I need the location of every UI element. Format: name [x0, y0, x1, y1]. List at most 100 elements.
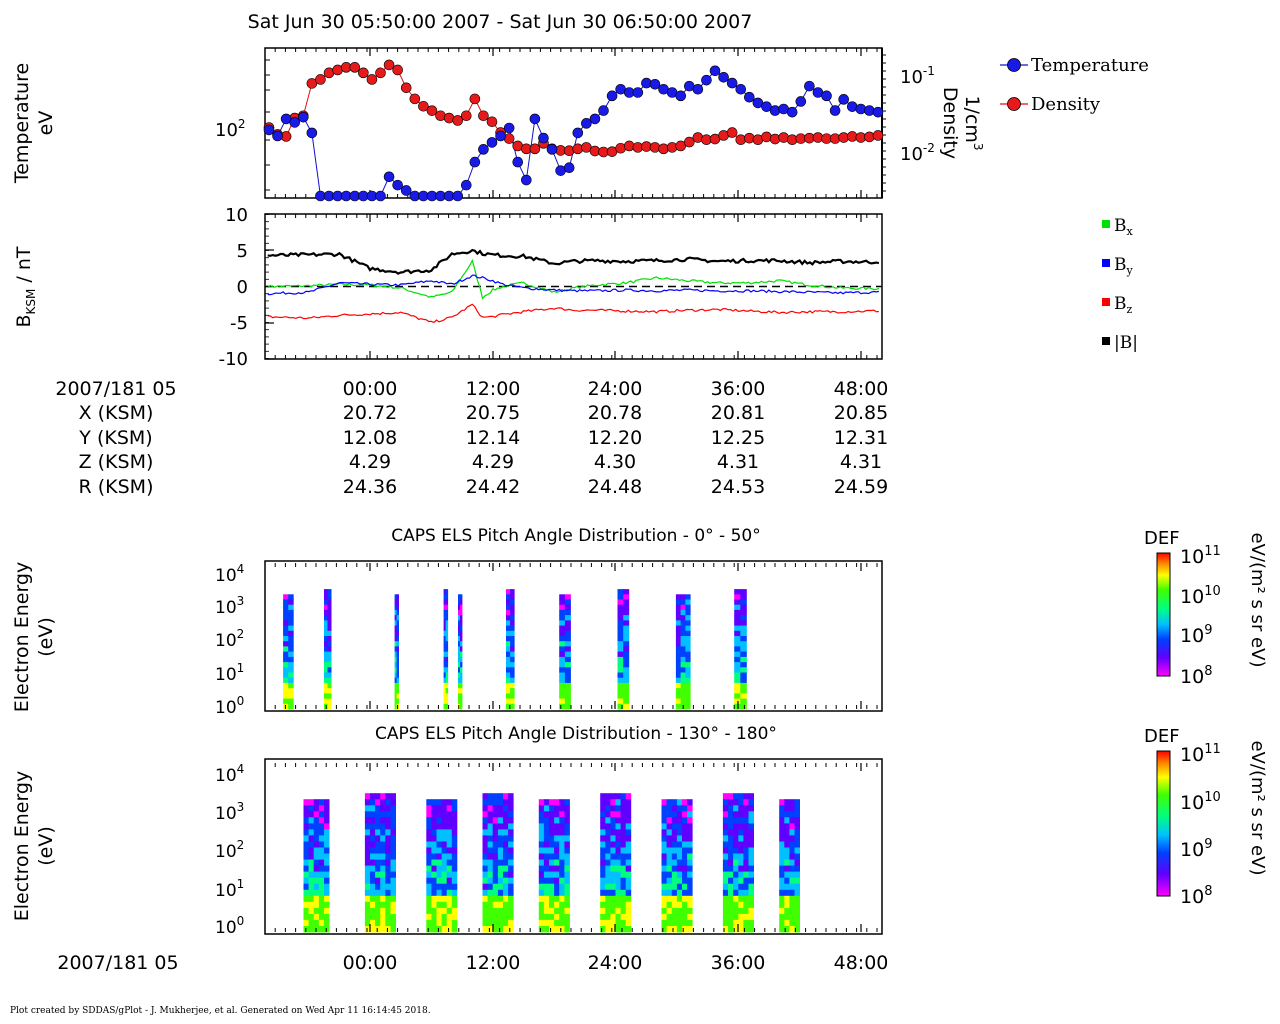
spec-cell	[564, 889, 570, 897]
spec-cell	[722, 919, 729, 927]
spec-cell	[441, 859, 448, 866]
spec-cell	[685, 651, 691, 658]
spec-cell	[728, 871, 734, 878]
spec-cell	[327, 636, 332, 642]
temperature-point	[632, 87, 644, 98]
spec-cell	[680, 630, 686, 637]
spec-cell	[426, 865, 432, 872]
spec-cell	[510, 599, 515, 606]
spec-cell	[738, 805, 744, 812]
spec-cell	[554, 823, 560, 830]
series-by	[267, 274, 880, 296]
spec-cell	[283, 630, 289, 637]
spec-cell	[327, 594, 332, 600]
legend-by: By	[1102, 255, 1134, 277]
spec-cell	[375, 865, 381, 872]
spec-cell	[554, 811, 560, 818]
spec-cell	[625, 889, 632, 897]
spec-cell	[543, 883, 550, 891]
spec-cell	[625, 811, 632, 818]
spec-cell	[549, 847, 555, 854]
exp: 0	[237, 914, 245, 928]
spec-cell	[564, 662, 571, 668]
spec-cell	[620, 829, 627, 836]
spec-cell	[313, 907, 320, 915]
spec-cell	[364, 841, 371, 848]
legend-bx-swatch	[1102, 220, 1110, 228]
spec-cell	[460, 615, 463, 621]
spec-cell	[375, 926, 381, 933]
spec-cell	[554, 889, 560, 897]
temperature-point	[864, 105, 875, 116]
spec-cell	[443, 667, 446, 673]
exp: 3	[237, 800, 245, 814]
spec-cell	[620, 883, 627, 891]
spec-cell	[600, 926, 606, 933]
spec-cell	[610, 859, 616, 866]
spec-cell	[685, 677, 691, 684]
spec-cell	[559, 919, 565, 927]
spec-cell	[441, 823, 448, 830]
spec-cell	[676, 799, 683, 806]
spec-cell	[492, 907, 499, 915]
spec-cell	[564, 667, 571, 673]
spec-cell	[503, 859, 509, 866]
spec-cell	[441, 913, 448, 921]
spec-cell	[733, 907, 739, 915]
spec-cell	[625, 883, 632, 891]
spec-cell	[283, 667, 289, 673]
bottom-tick-2: 24:00	[588, 952, 643, 974]
spec-cell	[390, 811, 396, 818]
spec-cell	[779, 883, 785, 891]
spec-cell	[722, 883, 729, 891]
temperature-point	[460, 179, 472, 191]
spec-cell	[506, 636, 511, 642]
spec-cell	[441, 841, 448, 848]
bfield-axis-label: BKSM / nT	[13, 246, 38, 327]
spec1-ticks	[264, 563, 878, 709]
legend-bx-sub: x	[1127, 225, 1134, 238]
spec-cell	[308, 907, 315, 915]
spec-cell	[380, 895, 386, 903]
spec-cell	[380, 907, 386, 915]
spec1-ytick-1e0: 100	[215, 694, 244, 718]
spec-cell	[617, 672, 624, 679]
spec-cell	[748, 919, 754, 927]
spec-cell	[671, 805, 678, 812]
spec-cell	[728, 805, 734, 812]
spec-cell	[738, 823, 744, 830]
bottom-axis-label: 2007/181 05	[57, 952, 178, 974]
spec-cell	[503, 926, 509, 933]
spec-cell	[740, 615, 747, 621]
spec-cell	[666, 823, 673, 830]
spec-cell	[682, 895, 688, 903]
spec-cell	[794, 919, 800, 927]
density-point	[469, 93, 481, 105]
density-point	[426, 105, 438, 116]
spec1-ytick-labels: 104 103 102 101 100	[215, 562, 244, 718]
spec-cell	[385, 926, 391, 933]
spec-cell	[364, 859, 371, 866]
spec-cell	[364, 823, 371, 830]
spec-cell	[390, 865, 396, 872]
spec-cell	[687, 883, 693, 891]
spec-cell	[687, 823, 693, 830]
density-point	[872, 130, 884, 141]
temperature-point	[383, 171, 395, 183]
spec-cell	[487, 895, 494, 903]
spec-cell	[482, 901, 488, 909]
spec-cell	[625, 859, 632, 866]
spec-cell	[445, 703, 449, 710]
density-unit-base: 1/cm	[961, 95, 983, 142]
spec-cell	[506, 599, 511, 606]
spec-cell	[385, 817, 391, 824]
spec-cell	[728, 835, 734, 842]
spec-cell	[303, 919, 309, 927]
spec-cell	[288, 599, 294, 606]
ephem-y-1: 12.14	[466, 427, 520, 449]
spec-cell	[364, 793, 371, 800]
spec-cell	[370, 907, 376, 915]
spec-cell	[789, 835, 795, 842]
spec-cell	[446, 913, 453, 921]
spec-cell	[318, 811, 325, 818]
